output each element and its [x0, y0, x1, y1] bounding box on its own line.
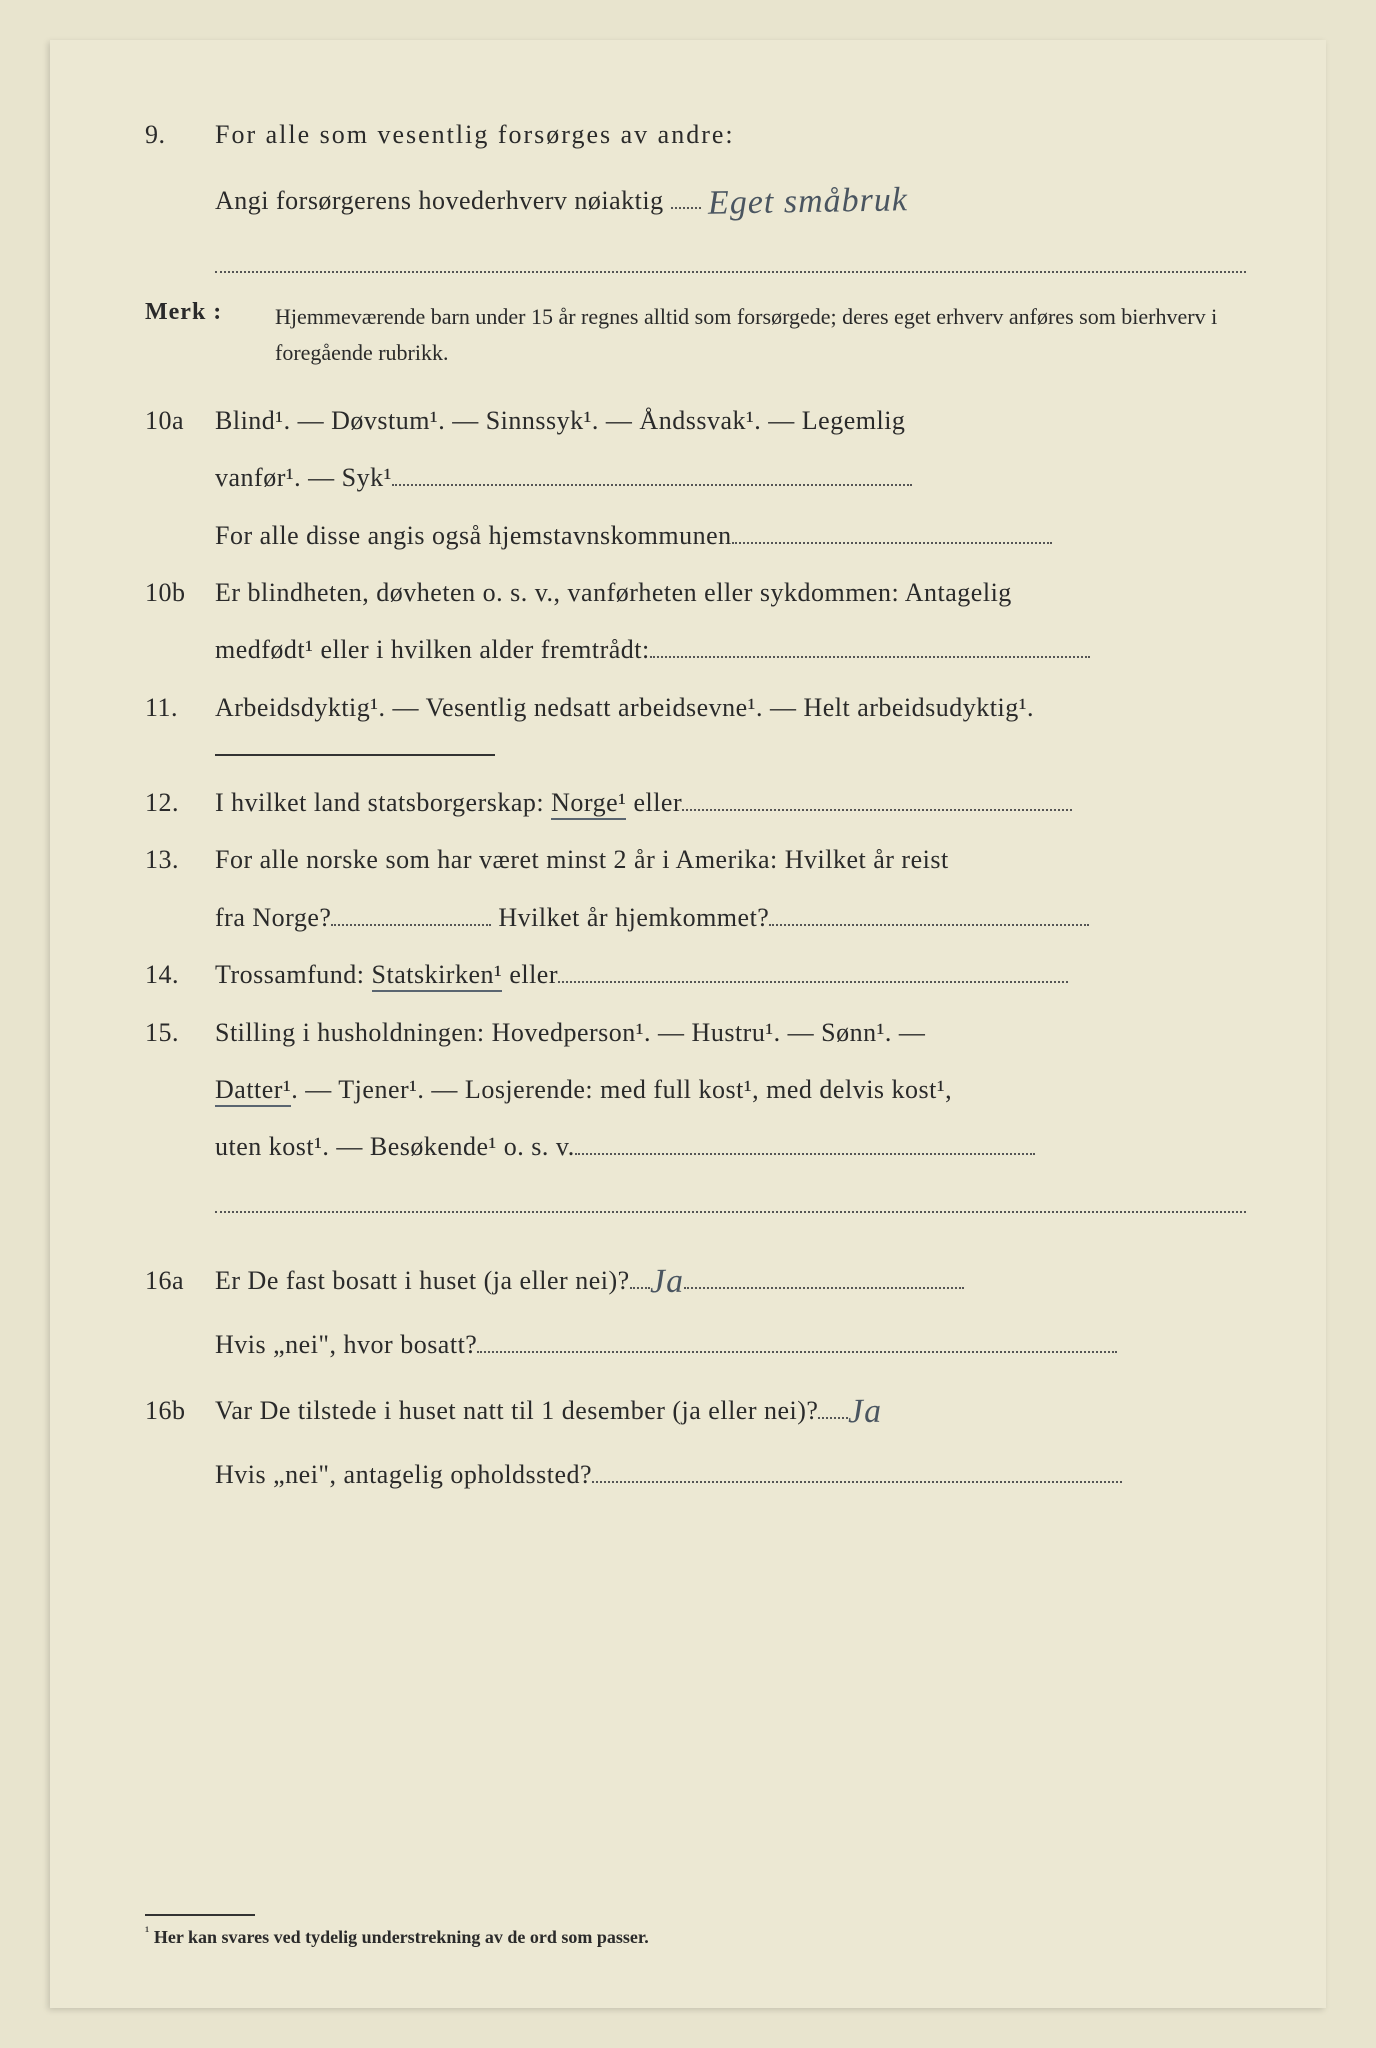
q11-row: 11. Arbeidsdyktig¹. — Vesentlig nedsatt …: [145, 683, 1246, 732]
q9-row3: [145, 240, 1246, 289]
q10a-line3: For alle disse angis også hjemstavnskomm…: [215, 511, 1246, 560]
q16b-line1: Var De tilstede i huset natt til 1 desem…: [215, 1377, 1246, 1442]
divider-short: [215, 754, 495, 756]
q9-row1: 9. For alle som vesentlig forsørges av a…: [145, 110, 1246, 159]
q12-number: 12.: [145, 778, 215, 827]
q15-row2: Datter¹. — Tjener¹. — Losjerende: med fu…: [145, 1065, 1246, 1114]
q13-line1: For alle norske som har været minst 2 år…: [215, 835, 1246, 884]
q12-body: I hvilket land statsborgerskap: Norge¹ e…: [215, 778, 1246, 827]
q13-line2: fra Norge? Hvilket år hjemkommet?: [215, 893, 1246, 942]
q10a-row1: 10a Blind¹. — Døvstum¹. — Sinnssyk¹. — Å…: [145, 396, 1246, 445]
q14-underlined: Statskirken¹: [372, 960, 503, 992]
dotted-fill: [818, 1394, 848, 1419]
q10a-row2: vanfør¹. — Syk¹: [145, 453, 1246, 502]
q10a-line1: Blind¹. — Døvstum¹. — Sinnssyk¹. — Åndss…: [215, 396, 1246, 445]
q15-underlined: Datter¹: [215, 1075, 291, 1107]
q15-row1: 15. Stilling i husholdningen: Hovedperso…: [145, 1008, 1246, 1057]
q10b-row1: 10b Er blindheten, døvheten o. s. v., va…: [145, 568, 1246, 617]
q16b-row2: Hvis „nei", antagelig opholdssted?: [145, 1450, 1246, 1499]
q15-row4: [145, 1180, 1246, 1229]
dotted-fill: [682, 786, 1072, 811]
q13-number: 13.: [145, 835, 215, 884]
q16b-row1: 16b Var De tilstede i huset natt til 1 d…: [145, 1377, 1246, 1442]
q16a-number: 16a: [145, 1256, 215, 1305]
q12-underlined: Norge¹: [551, 788, 626, 820]
q9-line2-pre: Angi forsørgerens hovederhverv nøiaktig: [215, 186, 664, 215]
q16a-row2: Hvis „nei", hvor bosatt?: [145, 1320, 1246, 1369]
q14-number: 14.: [145, 950, 215, 999]
q10b-line1: Er blindheten, døvheten o. s. v., vanfør…: [215, 568, 1246, 617]
dotted-fill: [558, 958, 1068, 983]
dotted-fill: [650, 633, 1090, 658]
q9-line1: For alle som vesentlig forsørges av andr…: [215, 110, 1246, 159]
q15-line2: Datter¹. — Tjener¹. — Losjerende: med fu…: [215, 1065, 1246, 1114]
q14-body: Trossamfund: Statskirken¹ eller: [215, 950, 1246, 999]
q16a-line1: Er De fast bosatt i huset (ja eller nei)…: [215, 1247, 1246, 1312]
q10b-row2: medfødt¹ eller i hvilken alder fremtrådt…: [145, 625, 1246, 674]
dotted-fill: [732, 518, 1052, 543]
q15-line1: Stilling i husholdningen: Hovedperson¹. …: [215, 1008, 1246, 1057]
q16b-number: 16b: [145, 1386, 215, 1435]
dotted-fill: [684, 1264, 964, 1289]
q11-text: Arbeidsdyktig¹. — Vesentlig nedsatt arbe…: [215, 683, 1246, 732]
q10b-number: 10b: [145, 568, 215, 617]
q16a-hand: Ja: [649, 1250, 684, 1315]
q9-handwritten: Eget småbruk: [707, 169, 908, 237]
q12-row: 12. I hvilket land statsborgerskap: Norg…: [145, 778, 1246, 827]
q9-line2: Angi forsørgerens hovederhverv nøiaktig …: [215, 167, 1246, 232]
dotted-fill: [671, 184, 701, 209]
q16b-hand: Ja: [848, 1380, 883, 1445]
q9-number: 9.: [145, 110, 215, 159]
dotted-fill: [575, 1130, 1035, 1155]
q16a-line2: Hvis „nei", hvor bosatt?: [215, 1320, 1246, 1369]
q15-row3: uten kost¹. — Besøkende¹ o. s. v.: [145, 1122, 1246, 1171]
q13-row1: 13. For alle norske som har været minst …: [145, 835, 1246, 884]
merk-text: Hjemmeværende barn under 15 år regnes al…: [275, 299, 1246, 369]
q10b-line2: medfødt¹ eller i hvilken alder fremtrådt…: [215, 625, 1246, 674]
q10a-line2: vanfør¹. — Syk¹: [215, 453, 1246, 502]
form-page: 9. For alle som vesentlig forsørges av a…: [50, 40, 1326, 2008]
dotted-fill: [215, 1187, 1246, 1212]
footnote-text: ¹ Her kan svares ved tydelig understrekn…: [145, 1924, 1246, 1948]
dotted-fill: [477, 1327, 1117, 1352]
q16a-row1: 16a Er De fast bosatt i huset (ja eller …: [145, 1247, 1246, 1312]
q11-number: 11.: [145, 683, 215, 732]
dotted-fill: [215, 248, 1246, 273]
q14-row: 14. Trossamfund: Statskirken¹ eller: [145, 950, 1246, 999]
q10a-row3: For alle disse angis også hjemstavnskomm…: [145, 511, 1246, 560]
merk-label: Merk :: [145, 299, 275, 369]
q10a-number: 10a: [145, 396, 215, 445]
q9-row2: Angi forsørgerens hovederhverv nøiaktig …: [145, 167, 1246, 232]
q13-row2: fra Norge? Hvilket år hjemkommet?: [145, 893, 1246, 942]
dotted-fill: [769, 900, 1089, 925]
q15-number: 15.: [145, 1008, 215, 1057]
q16b-line2: Hvis „nei", antagelig opholdssted?: [215, 1450, 1246, 1499]
dotted-fill: [592, 1457, 1122, 1482]
footnote-area: ¹ Her kan svares ved tydelig understrekn…: [145, 1914, 1246, 1948]
merk-row: Merk : Hjemmeværende barn under 15 år re…: [145, 299, 1246, 369]
q15-line3: uten kost¹. — Besøkende¹ o. s. v.: [215, 1122, 1246, 1171]
dotted-fill: [392, 461, 912, 486]
dotted-fill: [331, 900, 491, 925]
footnote-rule: [145, 1914, 255, 1916]
dotted-fill: [630, 1264, 650, 1289]
